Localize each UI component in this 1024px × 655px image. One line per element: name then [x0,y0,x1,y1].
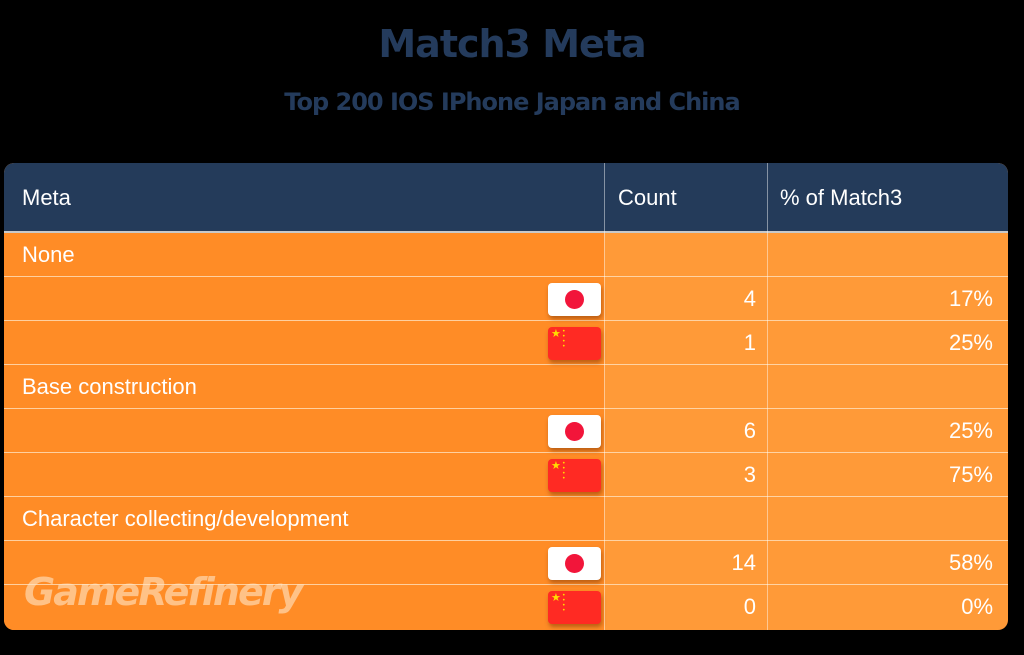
count-cell: 1 [743,330,756,355]
japan-flag-icon [548,415,601,448]
count-cell: 3 [743,462,756,487]
column-header-meta: Meta [22,185,71,210]
page-subtitle: Top 200 IOS IPhone Japan and China [284,88,740,116]
meta-column-bg [4,233,604,630]
group-row-none: None [4,233,1008,277]
table-row: 6 25% [4,409,1008,453]
count-cell: 0 [743,594,756,619]
percent-cell: 25% [948,418,993,443]
percent-cell: 25% [948,330,993,355]
china-flag-icon: ★ • • • • [548,327,601,360]
group-label: Base construction [22,374,197,399]
group-row-character-collecting: Character collecting/development [4,497,1008,541]
table-header: Meta Count % of Match3 [4,163,1008,233]
percent-cell: 0% [961,594,993,619]
column-header-count: Count [618,185,677,210]
meta-table: Meta Count % of Match3 None 4 17% ★ • • • • … [4,163,1008,630]
japan-flag-icon [548,547,601,580]
column-divider [604,163,605,630]
percent-cell: 58% [948,550,993,575]
percent-cell: 75% [948,462,993,487]
gamerefinery-logo: GameRefinery [24,570,303,614]
japan-flag-icon [548,283,601,316]
china-flag-icon: ★ • • • • [548,459,601,492]
table-row: ★ • • • • 1 25% [4,321,1008,365]
count-cell: 6 [743,418,756,443]
group-label: Character collecting/development [22,506,349,531]
table-row: 14 58% [4,541,1008,585]
count-cell: 4 [743,286,756,311]
column-header-percent: % of Match3 [780,185,903,210]
table-row: ★ • • • • 0 0% [4,585,1008,629]
table-row: 4 17% [4,277,1008,321]
group-row-base-construction: Base construction [4,365,1008,409]
count-cell: 14 [731,550,756,575]
column-divider [767,163,768,630]
page-title: Match3 Meta [378,22,646,66]
group-label: None [22,242,75,267]
china-flag-icon: ★ • • • • [548,591,601,624]
percent-cell: 17% [948,286,993,311]
table-row: ★ • • • • 3 75% [4,453,1008,497]
